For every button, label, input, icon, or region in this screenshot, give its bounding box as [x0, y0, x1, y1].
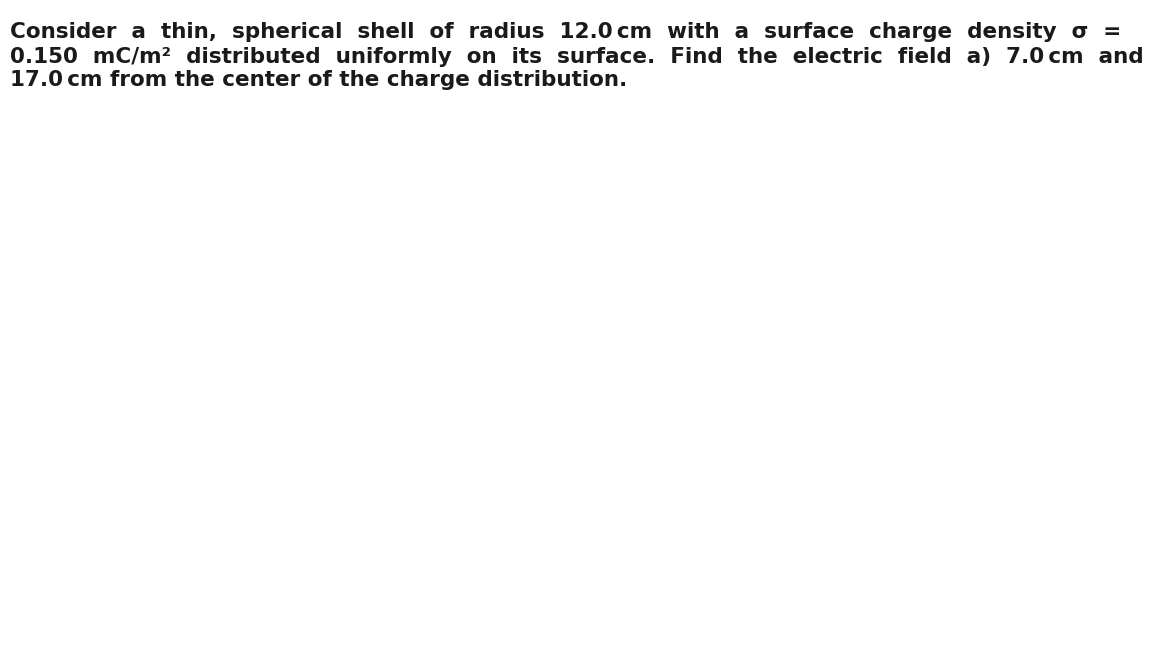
Text: 17.0 cm from the center of the charge distribution.: 17.0 cm from the center of the charge di…: [10, 70, 627, 90]
Text: Consider  a  thin,  spherical  shell  of  radius  12.0 cm  with  a  surface  cha: Consider a thin, spherical shell of radi…: [10, 22, 1121, 42]
Text: 0.150  mC/m²  distributed  uniformly  on  its  surface.  Find  the  electric  fi: 0.150 mC/m² distributed uniformly on its…: [10, 47, 1152, 67]
